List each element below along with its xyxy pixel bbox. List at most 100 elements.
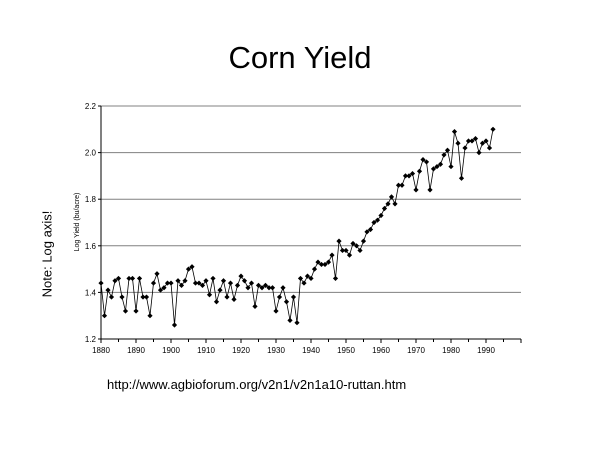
data-point — [311, 266, 318, 272]
data-point — [427, 187, 433, 193]
data-point — [336, 238, 342, 244]
data-point — [196, 280, 202, 286]
data-point — [472, 136, 479, 142]
data-point — [175, 278, 181, 284]
data-point — [486, 145, 493, 151]
data-point — [161, 285, 167, 291]
data-point — [385, 201, 391, 207]
data-point — [378, 212, 384, 219]
y-tick-label: 2.2 — [85, 102, 97, 111]
x-tick-label: 1880 — [92, 346, 110, 355]
data-point — [318, 261, 325, 268]
data-point — [157, 287, 164, 293]
x-tick-label: 1940 — [302, 346, 320, 355]
data-point — [360, 238, 367, 244]
data-point — [364, 229, 370, 235]
data-point — [490, 126, 496, 132]
data-point — [147, 313, 153, 319]
data-point — [108, 294, 115, 300]
data-point — [322, 261, 328, 268]
data-point — [350, 240, 356, 247]
y-tick-label: 1.6 — [85, 242, 97, 251]
x-tick-label: 1900 — [162, 346, 180, 355]
data-point — [133, 308, 139, 314]
data-point — [469, 138, 475, 144]
y-tick-label: 1.4 — [85, 288, 97, 297]
data-point — [112, 278, 118, 284]
data-point — [315, 259, 321, 265]
data-point — [248, 280, 255, 286]
data-point — [374, 217, 381, 223]
data-point — [413, 187, 419, 193]
series-polyline — [100, 129, 494, 326]
data-point — [357, 247, 363, 254]
data-point — [381, 205, 388, 212]
data-point — [140, 294, 146, 300]
data-point — [171, 322, 178, 328]
data-point — [399, 182, 405, 188]
data-point — [402, 173, 409, 179]
data-point — [192, 280, 199, 286]
y-axis-label: Log Yield (bu/acre) — [74, 193, 81, 252]
data-point — [273, 308, 279, 314]
axes: 1.2 1.4 1.6 1.8 2.0 2.2 1880 1890 1900 1910 1920 19… — [85, 102, 522, 355]
data-point — [301, 280, 307, 286]
x-tick-label: 1970 — [407, 346, 425, 355]
slide-title: Corn Yield — [228, 40, 372, 75]
data-point — [129, 275, 136, 282]
data-point — [280, 285, 286, 291]
y-tick-label: 2.0 — [85, 149, 97, 158]
data-point — [206, 292, 213, 298]
data-point — [185, 266, 192, 272]
data-point — [287, 317, 293, 323]
data-point — [476, 150, 482, 156]
data-point — [178, 282, 185, 289]
data-point — [283, 299, 290, 305]
gridlines — [101, 105, 521, 293]
data-point — [437, 161, 444, 167]
data-point — [126, 275, 132, 282]
data-point — [262, 282, 269, 289]
data-point — [441, 152, 447, 158]
data-point — [455, 140, 461, 146]
data-point — [329, 252, 335, 258]
data-point — [479, 140, 486, 146]
data-point — [98, 280, 104, 286]
data-point — [434, 163, 440, 170]
data-point — [255, 282, 262, 289]
data-point — [276, 294, 283, 300]
data-point — [269, 285, 276, 291]
data-point — [259, 285, 265, 291]
series-line — [98, 126, 496, 328]
data-point — [238, 273, 244, 279]
data-point — [392, 201, 398, 207]
data-point — [325, 259, 332, 265]
data-point — [430, 166, 437, 172]
data-point — [395, 182, 402, 188]
data-point — [448, 163, 454, 170]
data-point — [304, 273, 311, 279]
data-point — [297, 275, 304, 282]
data-point — [458, 175, 465, 181]
x-tick-label: 1950 — [337, 346, 355, 355]
x-tick-label: 1990 — [477, 346, 495, 355]
data-point — [182, 278, 188, 284]
data-point — [168, 280, 174, 286]
data-point — [294, 320, 300, 326]
x-tick-label: 1930 — [267, 346, 285, 355]
y-tick-label: 1.2 — [85, 335, 97, 344]
y-tick-label: 1.8 — [85, 195, 97, 204]
data-point — [154, 271, 160, 277]
data-point — [136, 275, 143, 282]
data-point — [462, 145, 468, 151]
x-tick-label: 1920 — [232, 346, 250, 355]
data-point — [234, 282, 241, 289]
data-point — [210, 275, 216, 282]
source-url: http://www.agbioforum.org/v2n1/v2n1a10-r… — [107, 377, 407, 392]
x-tick-label: 1980 — [442, 346, 460, 355]
data-point — [227, 280, 234, 286]
data-point — [451, 129, 458, 135]
data-point — [220, 278, 227, 284]
data-point — [241, 278, 248, 284]
